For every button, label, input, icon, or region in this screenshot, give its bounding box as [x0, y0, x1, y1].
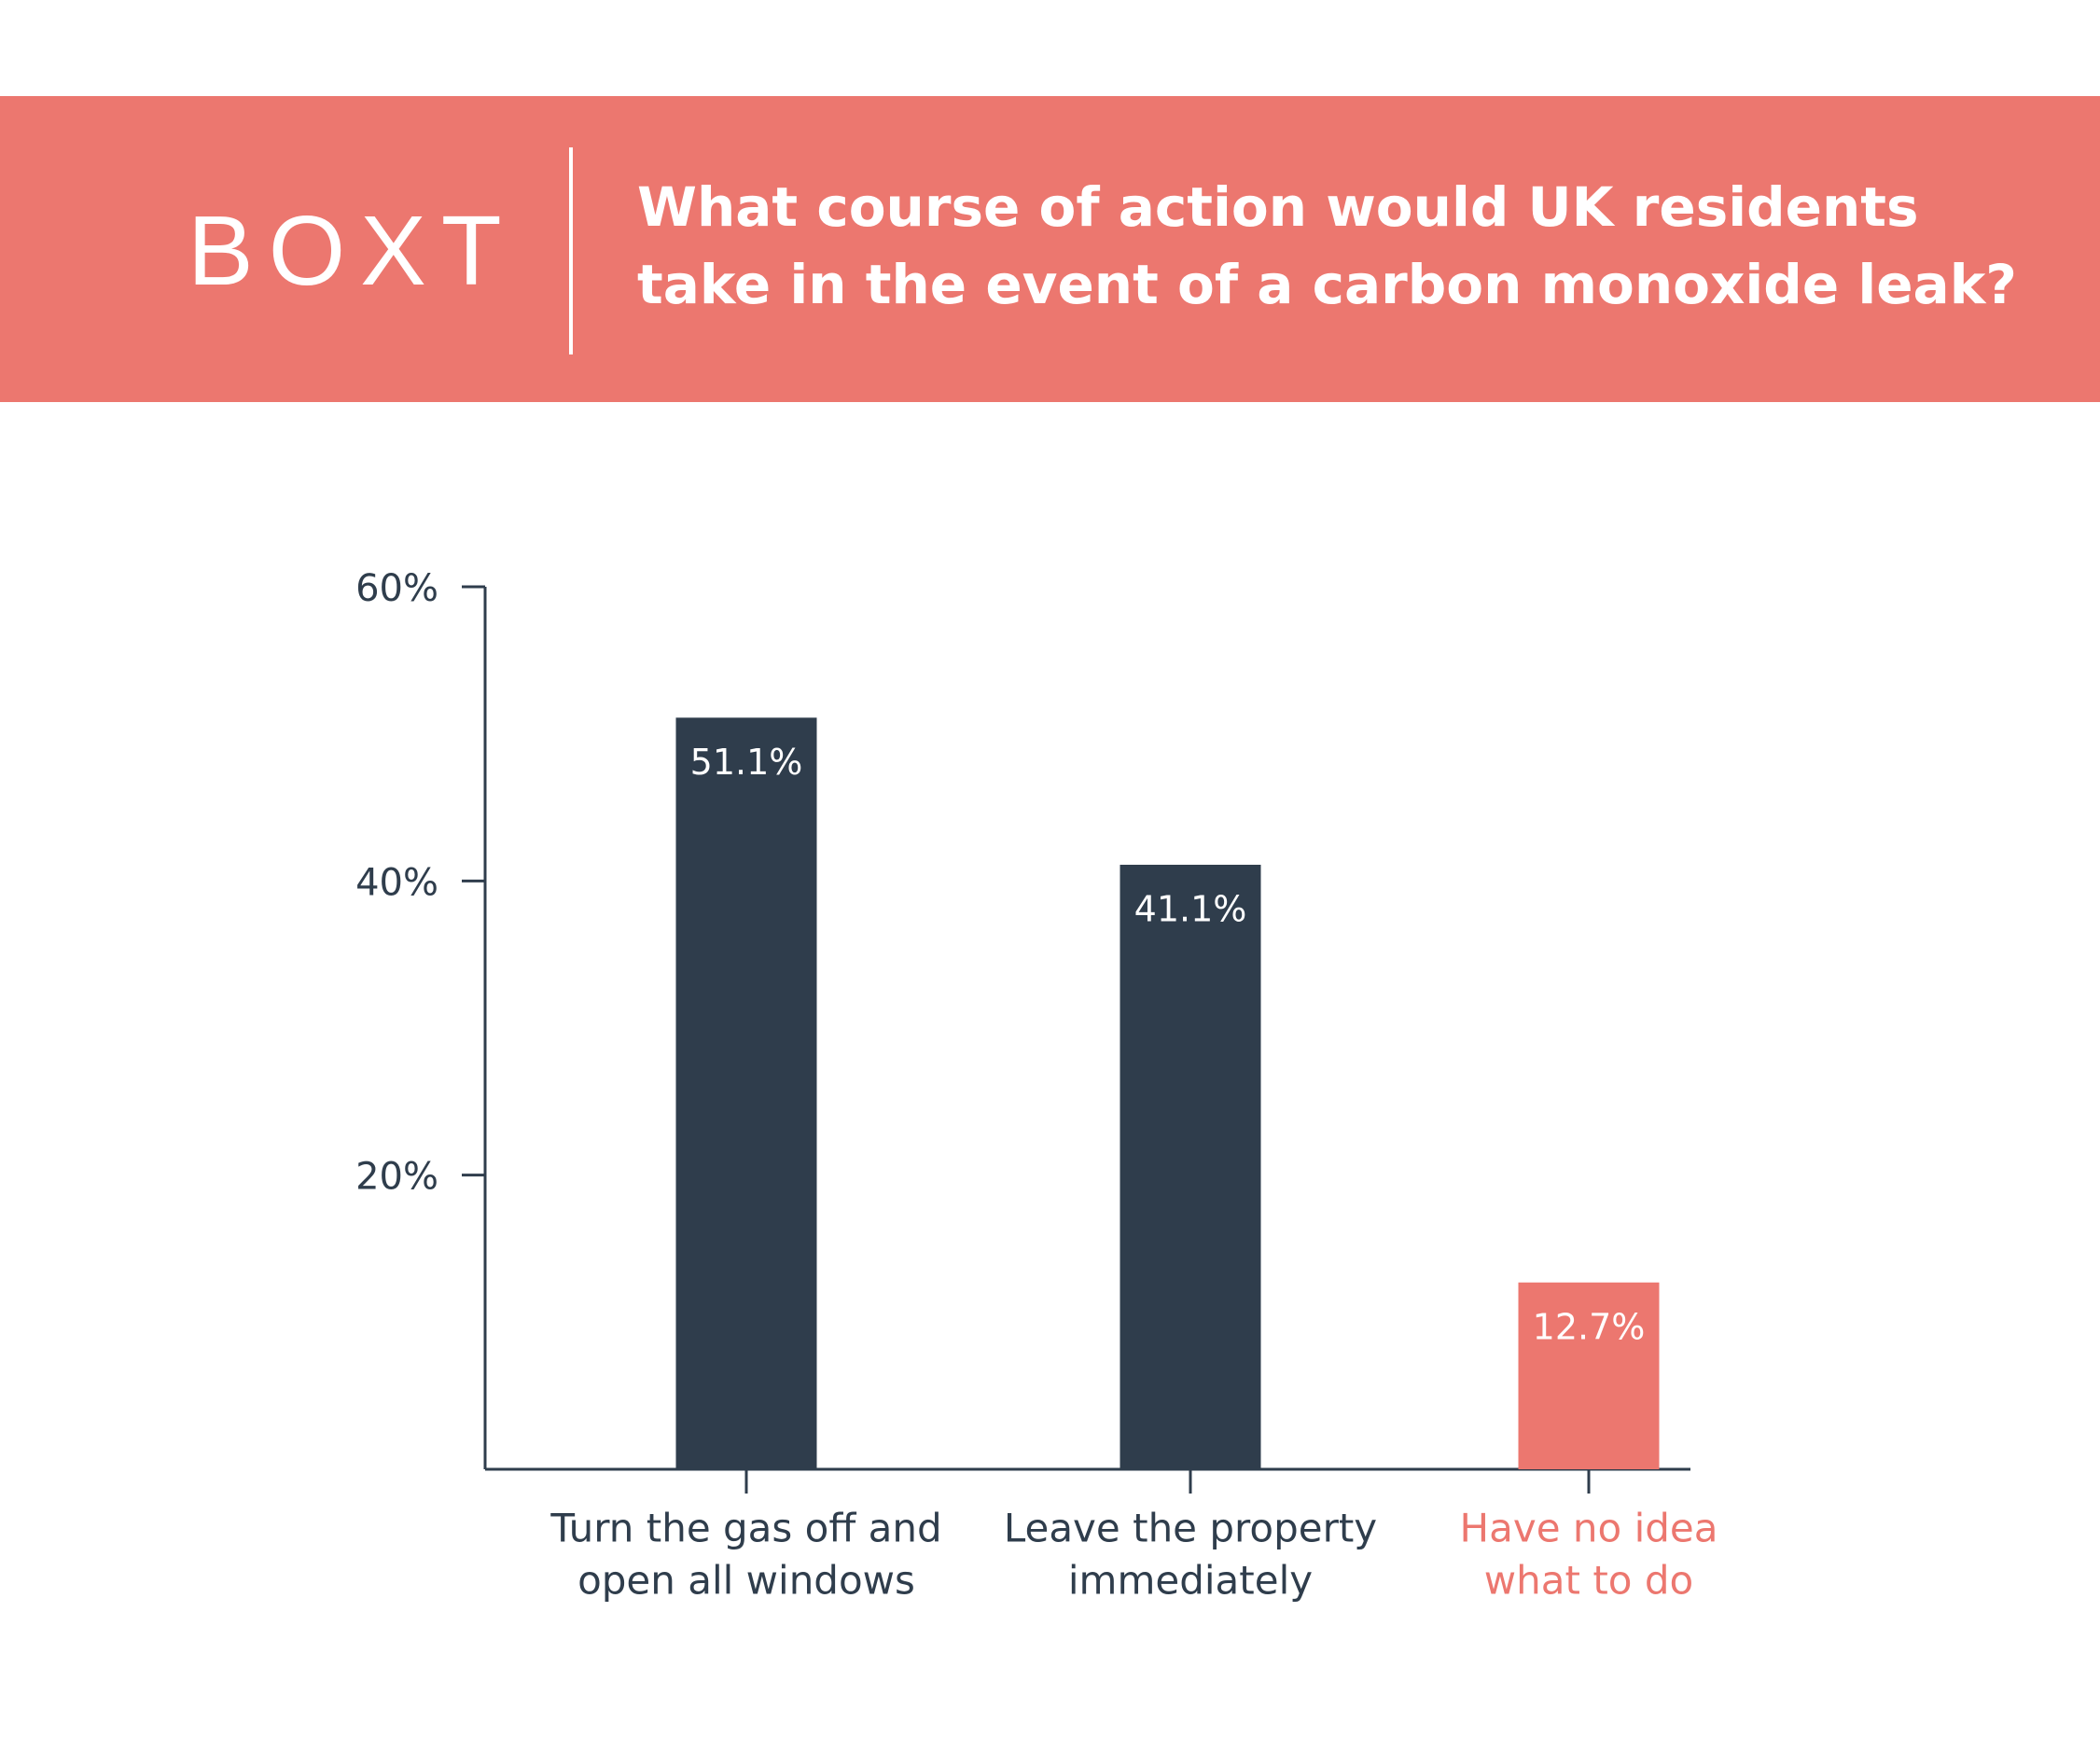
x-tick-label: what to do	[1484, 1558, 1693, 1604]
x-tick-label: immediately	[1068, 1558, 1313, 1604]
logo: BOXT	[188, 196, 517, 306]
bar	[675, 717, 817, 1469]
chart-title: take in the event of a carbon monoxide l…	[637, 253, 2017, 316]
bar	[1518, 1282, 1660, 1469]
x-tick-label: Have no idea	[1460, 1506, 1718, 1551]
x-tick-label: Leave the property	[1004, 1506, 1377, 1551]
value-label: 12.7%	[1533, 1306, 1646, 1347]
value-label: 51.1%	[690, 742, 803, 783]
header-band	[0, 96, 2100, 402]
y-tick-label: 20%	[355, 1156, 438, 1199]
value-label: 41.1%	[1134, 888, 1247, 929]
bar	[1120, 864, 1261, 1469]
x-tick-label: open all windows	[577, 1558, 915, 1604]
y-tick-label: 60%	[355, 567, 438, 610]
y-tick-label: 40%	[355, 861, 438, 904]
chart-title: What course of action would UK residents	[637, 175, 1919, 239]
x-tick-label: Turn the gas off and	[549, 1506, 941, 1551]
